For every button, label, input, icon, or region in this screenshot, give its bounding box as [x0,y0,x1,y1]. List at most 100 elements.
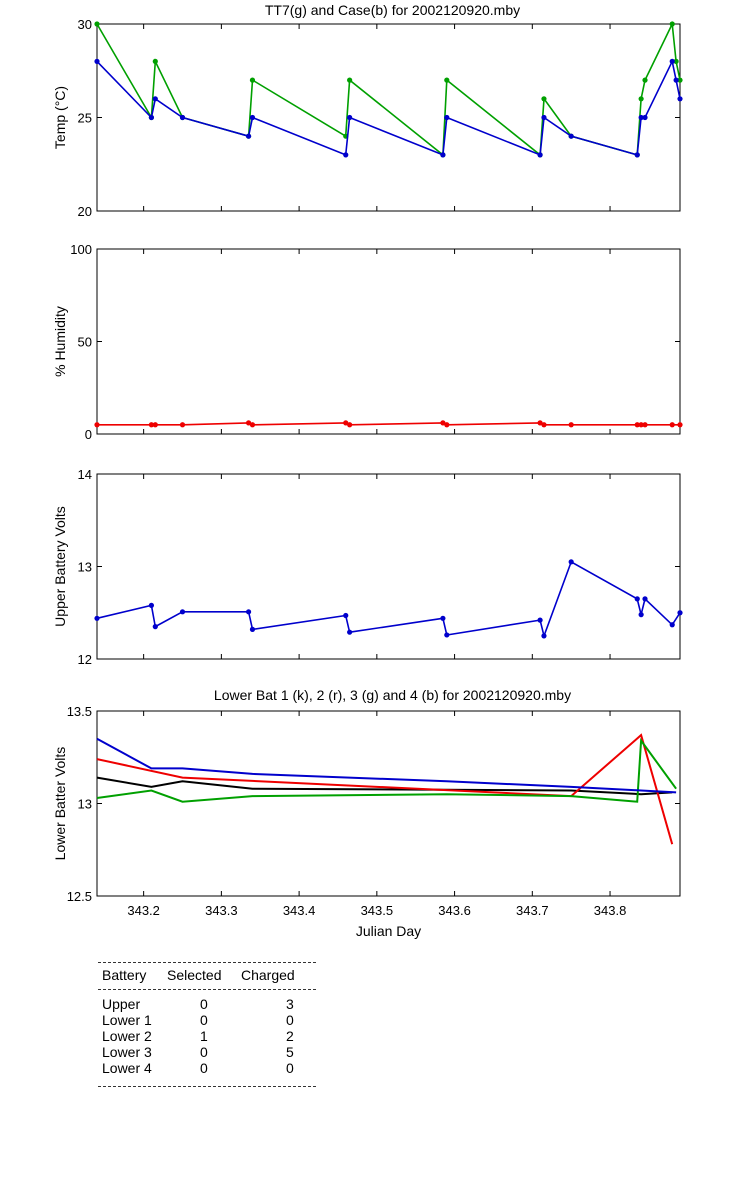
table-row: Upper 0 3 [98,996,318,1012]
row-battery: Upper [102,996,141,1012]
chart-title: Lower Bat 1 (k), 2 (r), 3 (g) and 4 (b) … [214,687,571,703]
y-tick-label: 20 [78,204,92,219]
data-point [638,422,644,428]
y-tick-label: 12 [78,652,92,667]
data-point [642,596,648,602]
data-point [669,622,675,628]
row-selected: 0 [200,1060,208,1076]
y-axis-label: Temp (°C) [52,86,68,149]
data-point [245,609,252,615]
data-point [94,422,100,428]
header-charged: Charged [241,967,295,983]
y-tick-label: 25 [78,111,92,126]
data-point [537,617,543,623]
plot-frame [96,473,681,660]
y-tick-label: 13 [78,797,92,812]
data-point [94,615,100,621]
table-top-divider [98,962,316,963]
data-point [179,609,186,615]
table-row: Lower 4 0 0 [98,1060,318,1076]
data-point [537,420,543,426]
data-point [568,559,574,565]
battery-table: Battery Selected Charged Upper 0 3 Lower… [98,962,318,1087]
data-point [444,114,450,121]
data-point [148,602,155,608]
plot-frame [96,248,681,435]
header-selected: Selected [167,967,222,983]
x-tick-label: 343.4 [283,903,316,918]
chart-panel-1: 20 25 30 TT7(g) and Case(b) for 2002120920.… [52,2,683,219]
series-line-lower-4 [96,737,677,794]
table-row: Lower 3 0 5 [98,1044,318,1060]
y-tick-label: 14 [78,467,92,482]
data-point [541,422,547,428]
row-selected: 0 [200,1012,208,1028]
data-point [249,77,256,83]
data-point [179,114,186,121]
data-point [440,615,446,621]
y-axis-label: % Humidity [52,306,68,377]
data-point [249,422,256,428]
data-point [148,422,155,428]
data-point [638,96,644,102]
row-battery: Lower 2 [102,1028,152,1044]
data-point [568,133,574,139]
data-point [634,596,640,602]
header-battery: Battery [102,967,147,983]
data-point [347,77,353,83]
row-battery: Lower 3 [102,1044,152,1060]
data-point [343,420,349,426]
row-charged: 0 [286,1012,294,1028]
data-point [677,610,683,616]
data-point [642,422,648,428]
chart-panel-2: 0 50 100 % Humidity [52,242,683,442]
chart-panel-4: 12.5 13 13.5 343.2 343.3 343.4 343.5 343.6 343.7… [52,687,681,939]
series-line-lower-1 [96,776,673,796]
row-selected: 0 [200,996,208,1012]
data-point [669,21,675,27]
data-point [642,77,648,83]
data-point [669,422,675,428]
data-point [152,624,158,630]
data-point [179,422,186,428]
data-point [568,422,574,428]
data-point [537,152,543,158]
table-bottom-divider [98,1086,316,1087]
series-line-lower-3 [96,737,677,803]
data-point [94,21,100,27]
data-point [677,422,683,428]
y-axis-label: Lower Batter Volts [52,747,68,861]
data-point [541,96,547,102]
table-header-divider [98,989,316,990]
data-point [634,152,640,158]
data-point [347,422,353,428]
series-line-case [96,58,681,157]
row-charged: 3 [286,996,294,1012]
row-selected: 0 [200,1044,208,1060]
data-point [347,629,353,635]
data-point [152,58,158,64]
data-point [343,152,349,158]
row-selected: 1 [200,1028,208,1044]
data-point [152,96,158,102]
y-tick-label: 13.5 [67,704,92,719]
data-point [343,612,349,619]
y-tick-label: 50 [78,335,92,350]
row-charged: 5 [286,1044,294,1060]
row-charged: 2 [286,1028,294,1044]
data-point [541,114,547,121]
data-point [634,422,640,428]
y-tick-label: 12.5 [67,889,92,904]
data-point [245,420,252,426]
data-point [440,152,446,158]
data-point [638,612,644,618]
data-point [94,58,100,64]
y-tick-label: 13 [78,560,92,575]
data-point [148,114,155,121]
data-point [444,77,450,83]
table-header-row: Battery Selected Charged [98,967,318,983]
data-point [677,96,683,102]
x-tick-label: 343.7 [516,903,549,918]
data-point [249,626,256,633]
